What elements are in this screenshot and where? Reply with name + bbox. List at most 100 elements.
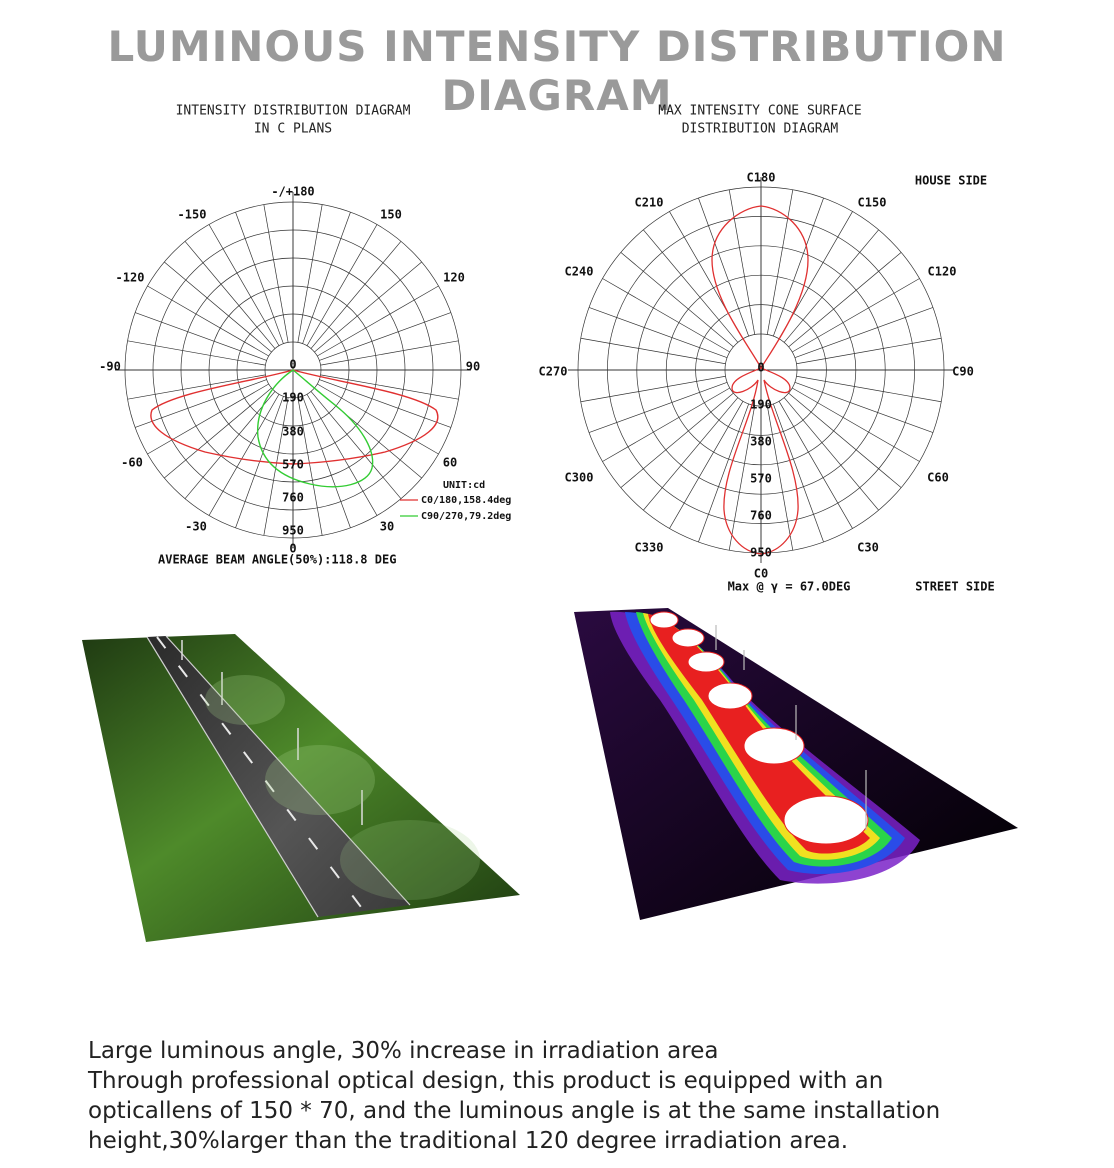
grid-spoke — [235, 396, 284, 528]
angle-label-m150: -150 — [178, 208, 207, 222]
max-gamma-label: Max @ γ = 67.0DEG — [728, 580, 851, 594]
ring-label-0: 0 — [289, 358, 296, 372]
grid-spoke — [184, 241, 276, 349]
average-beam-angle: AVERAGE BEAM ANGLE(50%):118.8 DEG — [158, 553, 396, 567]
page-title: LUMINOUS INTENSITY DISTRIBUTION DIAGRAM — [107, 22, 1007, 120]
grid-spoke — [602, 278, 730, 353]
grid-spoke — [127, 374, 266, 400]
c210-label: C210 — [635, 196, 664, 210]
grid-spoke — [794, 307, 934, 359]
legend-c90: C90/270,79.2deg — [421, 511, 511, 522]
light-glow-2 — [265, 745, 375, 815]
intensity-distribution-diagram: INTENSITY DISTRIBUTION DIAGRAM IN C PLAN… — [99, 104, 511, 567]
grid-spoke — [728, 405, 756, 551]
grid-spoke — [297, 204, 323, 343]
isolux-hotspots — [649, 611, 869, 845]
angle-label-m120: -120 — [116, 271, 145, 285]
grid-spoke — [208, 394, 280, 516]
angle-label-bottom: 0 — [289, 542, 296, 556]
caption-line-3: opticallens of 150 * 70, and the luminou… — [88, 1098, 941, 1124]
grid-spoke — [310, 241, 402, 349]
light-glow-3 — [340, 820, 480, 900]
caption-line-1: Large luminous angle, 30% increase in ir… — [88, 1038, 719, 1064]
grid-spoke — [317, 285, 439, 357]
grid-spoke — [620, 252, 734, 348]
caption-line-4: height,30%larger than the traditional 12… — [88, 1128, 849, 1154]
grid-spoke — [766, 405, 794, 551]
grid-spoke — [588, 381, 728, 433]
grid-spoke — [772, 403, 824, 543]
light-poles — [181, 640, 363, 825]
isolux-poles — [715, 625, 867, 830]
right-ring-label-950: 950 — [750, 546, 772, 560]
grid-spoke — [135, 379, 267, 428]
ring-label-570: 570 — [282, 458, 304, 472]
angle-label-m30: -30 — [185, 520, 207, 534]
angle-label-p120: 120 — [443, 271, 465, 285]
c90-label: C90 — [952, 365, 974, 379]
right-ring-label-0: 0 — [757, 361, 764, 375]
c270-label: C270 — [539, 365, 568, 379]
grid-spoke — [620, 392, 734, 488]
grid-spoke — [698, 403, 750, 543]
grid-spoke — [772, 197, 824, 337]
c330-label: C330 — [635, 541, 664, 555]
c60-label: C60 — [927, 471, 949, 485]
angle-label-p90: 90 — [466, 360, 480, 374]
right-ring-labels: 0 190 380 570 760 950 — [750, 361, 772, 560]
legend-unit: UNIT:cd — [443, 480, 485, 491]
grid-spoke — [698, 197, 750, 337]
right-diagram-title-line1: MAX INTENSITY CONE SURFACE — [658, 104, 862, 119]
grid-spoke — [135, 312, 267, 361]
grid-spoke — [580, 337, 726, 365]
caption-line-2: Through professional optical design, thi… — [88, 1068, 884, 1094]
c150-label: C150 — [858, 196, 887, 210]
grid-spoke — [669, 401, 744, 529]
grid-spoke — [263, 397, 289, 536]
c180-label: C180 — [747, 171, 776, 185]
c90-270-curve — [256, 369, 374, 488]
grid-spoke — [792, 387, 920, 462]
caption-block: Large luminous angle, 30% increase in ir… — [88, 1036, 1078, 1156]
grid-spoke — [580, 375, 726, 403]
c0-180-curve — [150, 369, 439, 465]
grid-spoke — [147, 285, 269, 357]
grid-spoke — [263, 204, 289, 343]
c300-label: C300 — [565, 471, 594, 485]
angle-label-m90: -90 — [99, 360, 121, 374]
angle-label-m60: -60 — [121, 456, 143, 470]
right-diagram-title-line2: DISTRIBUTION DIAGRAM — [682, 122, 839, 137]
c30-label: C30 — [857, 541, 879, 555]
max-intensity-cone-diagram: MAX INTENSITY CONE SURFACE DISTRIBUTION … — [539, 104, 995, 594]
ring-label-760: 760 — [282, 491, 304, 505]
grid-spoke — [588, 307, 728, 359]
street-side-label: STREET SIDE — [915, 580, 994, 594]
grid-spoke — [317, 383, 439, 455]
right-ring-label-760: 760 — [750, 509, 772, 523]
road-surface — [147, 636, 410, 917]
ring-label-190: 190 — [282, 391, 304, 405]
grid-spoke — [319, 379, 451, 428]
grid-spoke — [306, 224, 378, 346]
house-side-label: HOUSE SIDE — [915, 174, 987, 188]
left-ring-labels: 0 190 380 570 760 950 — [282, 358, 304, 538]
grid-spoke — [796, 337, 942, 365]
road-lighting-render — [82, 634, 520, 942]
ring-label-380: 380 — [282, 425, 304, 439]
right-ring-label-380: 380 — [750, 435, 772, 449]
angle-label-p30: 30 — [380, 520, 394, 534]
c240-label: C240 — [565, 265, 594, 279]
ring-label-950: 950 — [282, 524, 304, 538]
grid-spoke — [302, 212, 351, 344]
road-edge-left — [146, 636, 319, 918]
angle-label-top: -/+180 — [271, 185, 314, 199]
angle-label-p60: 60 — [443, 456, 457, 470]
light-glow-1 — [205, 675, 285, 725]
grid-spoke — [320, 374, 459, 400]
grid-spoke — [794, 381, 934, 433]
grid-spoke — [320, 340, 459, 366]
left-legend: UNIT:cd C0/180,158.4deg C90/270,79.2deg — [400, 480, 511, 522]
road-edge-right — [165, 635, 411, 906]
grid-spoke — [127, 340, 266, 366]
grid-spoke — [602, 387, 730, 462]
